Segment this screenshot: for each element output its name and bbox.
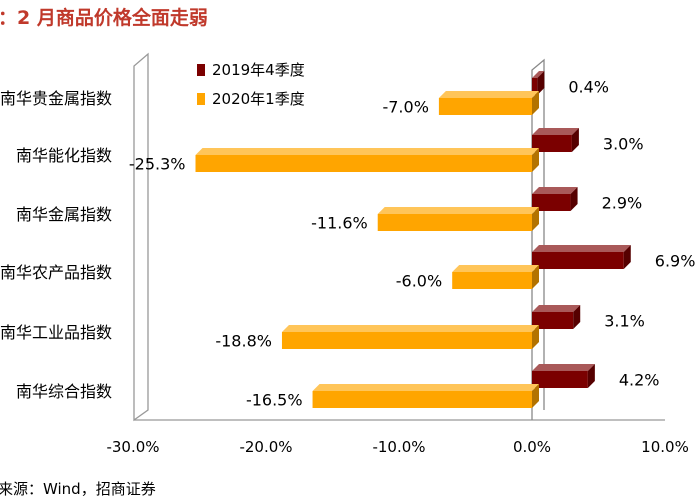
bar-s0-c5	[532, 364, 595, 388]
bar-s0-c1	[532, 128, 579, 152]
legend-label-0: 2019年4季度	[212, 61, 305, 79]
x-tick-label-4: 10.0%	[641, 438, 689, 456]
source-note: 来源：Wind，招商证券	[0, 480, 156, 498]
category-label-1: 南华能化指数	[16, 146, 112, 165]
legend-swatch-1	[197, 93, 205, 105]
data-label-s0-c5: 4.2%	[619, 371, 660, 390]
data-label-s1-c3: -6.0%	[396, 272, 442, 291]
zero-axis-line	[531, 58, 545, 420]
bar-s0-c4	[532, 305, 581, 329]
x-tick-label-1: -20.0%	[239, 438, 292, 456]
data-label-s0-c1: 3.0%	[603, 135, 644, 154]
category-label-3: 南华农产品指数	[0, 263, 112, 282]
chart-side-wall	[133, 52, 149, 422]
bar-s1-c5	[312, 384, 539, 408]
data-label-s1-c4: -18.8%	[215, 332, 272, 351]
category-label-2: 南华金属指数	[16, 205, 112, 224]
bar-s0-c0	[532, 71, 545, 95]
bar-s1-c1	[195, 148, 539, 172]
data-label-s1-c1: -25.3%	[129, 155, 186, 174]
chart-title: ：2 月商品价格全面走弱	[0, 7, 208, 29]
x-tick-label-2: -10.0%	[372, 438, 425, 456]
data-label-s1-c2: -11.6%	[311, 214, 368, 233]
bar-s1-c3	[452, 265, 539, 289]
legend-label-1: 2020年1季度	[212, 90, 305, 108]
bar-s1-c2	[377, 207, 539, 231]
category-label-0: 南华贵金属指数	[0, 89, 112, 108]
bar-s1-c0	[438, 91, 539, 115]
x-tick-label-3: 0.0%	[513, 438, 551, 456]
bar-s0-c2	[532, 187, 578, 211]
bar-s1-c4	[281, 325, 539, 349]
data-label-s0-c3: 6.9%	[655, 252, 696, 271]
legend-swatch-0	[197, 64, 205, 76]
data-label-s0-c4: 3.1%	[604, 312, 645, 331]
bar-s0-c3	[532, 245, 631, 269]
x-tick-label-0: -30.0%	[106, 438, 159, 456]
data-label-s0-c0: 0.4%	[568, 78, 609, 97]
category-label-4: 南华工业品指数	[0, 323, 112, 342]
data-label-s1-c0: -7.0%	[382, 98, 428, 117]
data-label-s1-c5: -16.5%	[246, 391, 303, 410]
category-label-5: 南华综合指数	[16, 382, 112, 401]
data-label-s0-c2: 2.9%	[602, 194, 643, 213]
